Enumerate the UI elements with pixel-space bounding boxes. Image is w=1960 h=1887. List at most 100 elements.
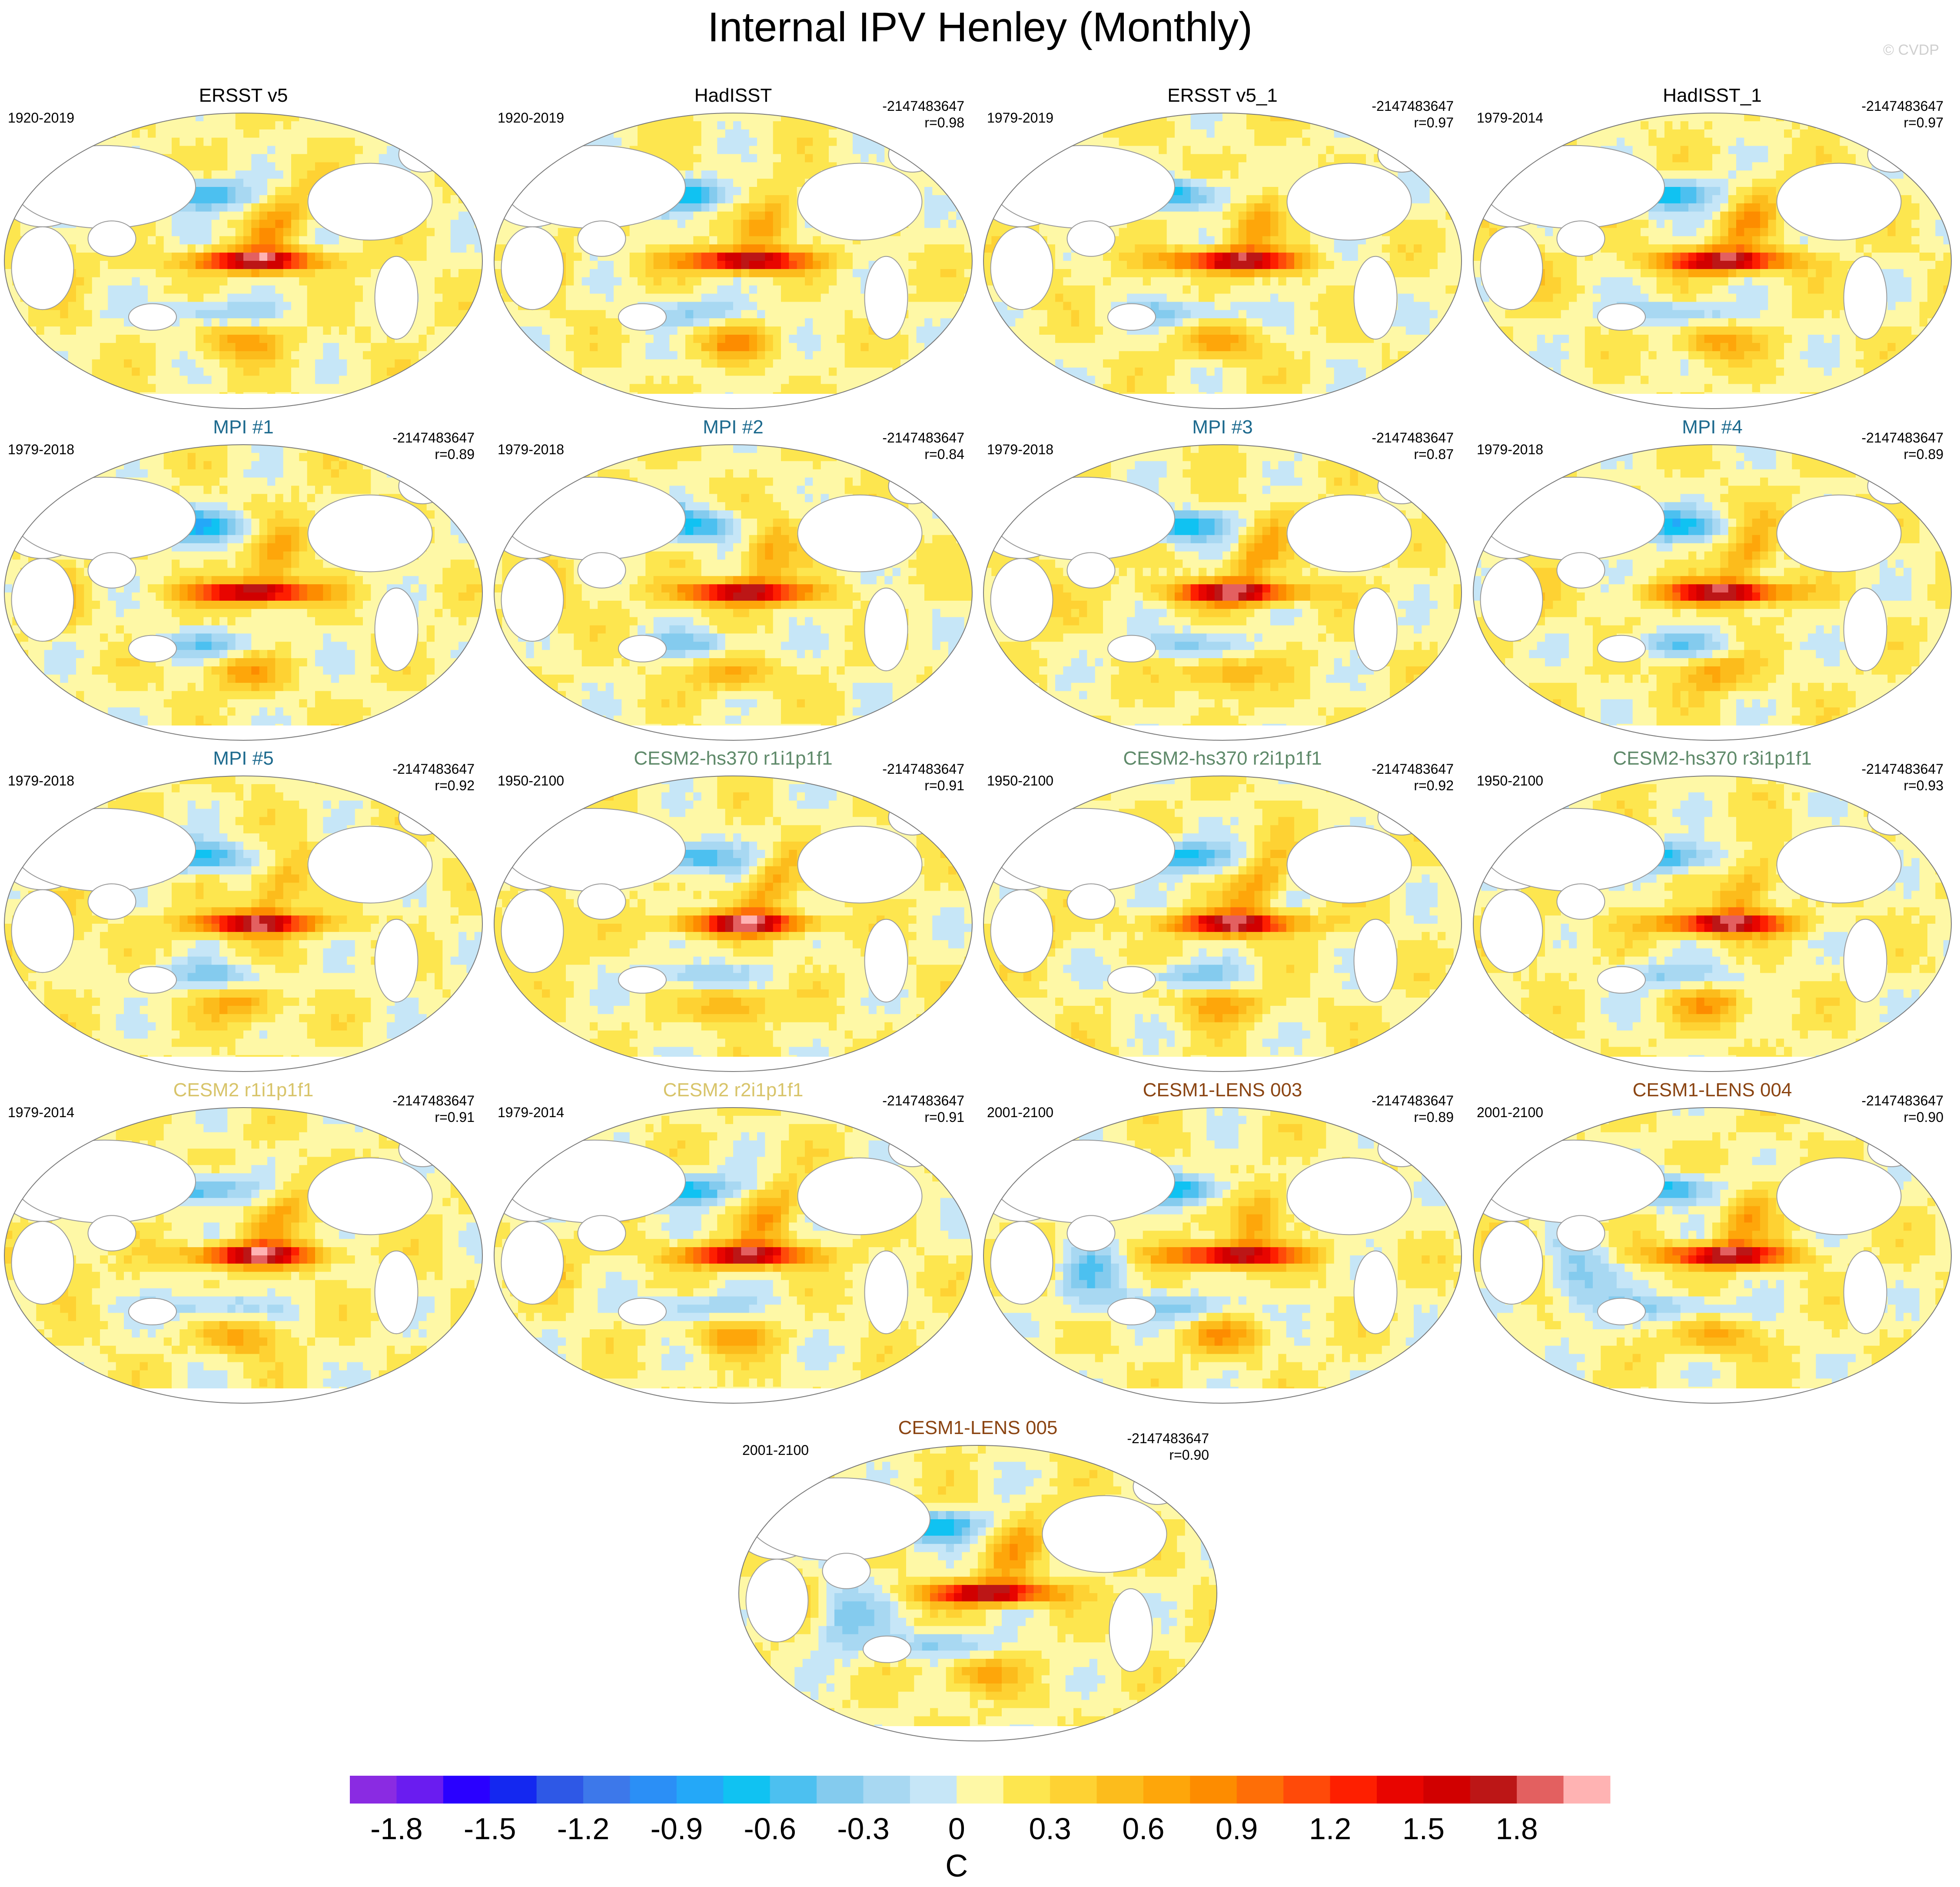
colorbar-swatch [443,1776,490,1804]
colorbar-swatch [396,1776,444,1804]
panel-title: MPI #2 [490,416,977,438]
sst-regression-map [4,444,483,741]
panel-title: CESM2 r1i1p1f1 [0,1079,487,1101]
colorbar-swatch [1376,1776,1424,1804]
colorbar-swatch [1283,1776,1331,1804]
panel-correlation: r=0.92 [392,777,475,794]
land-mask [87,220,136,257]
panel-title: ERSST v5_1 [979,85,1466,106]
land-mask [1286,1157,1412,1235]
colorbar-swatch [1517,1776,1564,1804]
panel-years: 1979-2014 [1477,110,1543,126]
panel-stats: -2147483647 r=0.90 [1127,1430,1209,1463]
land-mask [864,1250,908,1335]
land-mask [1066,1215,1116,1251]
land-mask [307,825,433,904]
land-mask [1776,825,1902,904]
land-mask [1042,1495,1167,1573]
land-mask [577,552,626,589]
panel-stat-value: -2147483647 [1372,761,1454,777]
panel-years: 1979-2018 [8,773,74,789]
sst-regression-map [4,113,483,409]
sst-regression-map [494,113,973,409]
land-mask [1480,1221,1543,1305]
panel-correlation: r=0.98 [882,114,964,131]
panel-years: 1920-2019 [498,110,564,126]
land-mask [128,635,177,662]
land-mask [501,558,564,642]
land-mask [618,1298,667,1325]
panel-years: 1979-2014 [8,1105,74,1121]
panel-correlation: r=0.90 [1127,1447,1209,1463]
panel-stat-value: -2147483647 [1127,1430,1209,1447]
land-mask [797,825,923,904]
colorbar-swatch [957,1776,1004,1804]
land-mask [1066,552,1116,589]
land-mask [1107,966,1156,994]
map-border [4,775,483,1072]
colorbar-swatch [1236,1776,1284,1804]
land-mask [797,494,923,572]
colorbar-tick-label: 1.8 [1496,1812,1538,1846]
panel-years: 1979-2014 [498,1105,564,1121]
colorbar-tick-label: 0.9 [1216,1812,1258,1846]
panel-stats: -2147483647 r=0.93 [1861,761,1943,794]
panel-correlation: r=0.97 [1372,114,1454,131]
land-mask [128,303,177,331]
panel-years: 1979-2019 [987,110,1053,126]
panel-correlation: r=0.89 [392,446,475,463]
sst-regression-map [983,444,1462,741]
land-mask [1353,1250,1398,1335]
colorbar-swatch [1190,1776,1237,1804]
land-mask [990,1221,1053,1305]
map-panel: CESM2-hs370 r2i1p1f1 1950-2100 -2147483647… [979,748,1466,1074]
panel-title: MPI #4 [1469,416,1956,438]
land-mask [618,303,667,331]
panel-title: CESM2-hs370 r3i1p1f1 [1469,748,1956,769]
map-panel: MPI #2 1979-2018 -2147483647 r=0.84 [490,416,977,742]
panel-title: CESM1-LENS 005 [734,1417,1221,1439]
map-border [494,775,973,1072]
land-mask [1556,1215,1605,1251]
land-mask [11,889,74,973]
panel-title: CESM1-LENS 003 [979,1079,1466,1101]
panel-title: CESM1-LENS 004 [1469,1079,1956,1101]
land-mask [990,889,1053,973]
panel-years: 2001-2100 [742,1442,809,1458]
colorbar-tick-label: -1.5 [464,1812,516,1846]
map-border [738,1445,1217,1741]
colorbar-swatch [1050,1776,1097,1804]
panel-title: MPI #5 [0,748,487,769]
map-border [4,444,483,741]
sst-regression-map [1473,113,1952,409]
panel-years: 2001-2100 [987,1105,1053,1121]
colorbar-swatch [1143,1776,1190,1804]
sst-regression-map [494,1107,973,1404]
colorbar-swatch [817,1776,864,1804]
colorbar-swatch [910,1776,957,1804]
figure-title: Internal IPV Henley (Monthly) [0,3,1960,51]
panel-years: 1979-2018 [8,442,74,458]
map-border [494,113,973,409]
panel-stat-value: -2147483647 [1861,1092,1943,1109]
land-mask [1556,552,1605,589]
land-mask [1353,256,1398,340]
panel-stats: -2147483647 r=0.92 [392,761,475,794]
panel-stat-value: -2147483647 [882,429,964,446]
panel-stats: -2147483647 r=0.90 [1861,1092,1943,1125]
panel-stat-value: -2147483647 [882,98,964,114]
map-panel: CESM2 r1i1p1f1 1979-2014 -2147483647 r=0.91 [0,1079,487,1405]
panel-stat-value: -2147483647 [1372,429,1454,446]
land-mask [1843,1250,1887,1335]
land-mask [87,883,136,920]
panel-correlation: r=0.89 [1372,1109,1454,1125]
land-mask [1843,256,1887,340]
colorbar-swatch [1003,1776,1050,1804]
panel-correlation: r=0.89 [1861,446,1943,463]
panel-stats: -2147483647 r=0.92 [1372,761,1454,794]
sst-regression-map [983,775,1462,1072]
land-mask [307,163,433,241]
land-mask [745,1558,809,1643]
map-panel: CESM2-hs370 r3i1p1f1 1950-2100 -2147483647… [1469,748,1956,1074]
land-mask [577,1215,626,1251]
